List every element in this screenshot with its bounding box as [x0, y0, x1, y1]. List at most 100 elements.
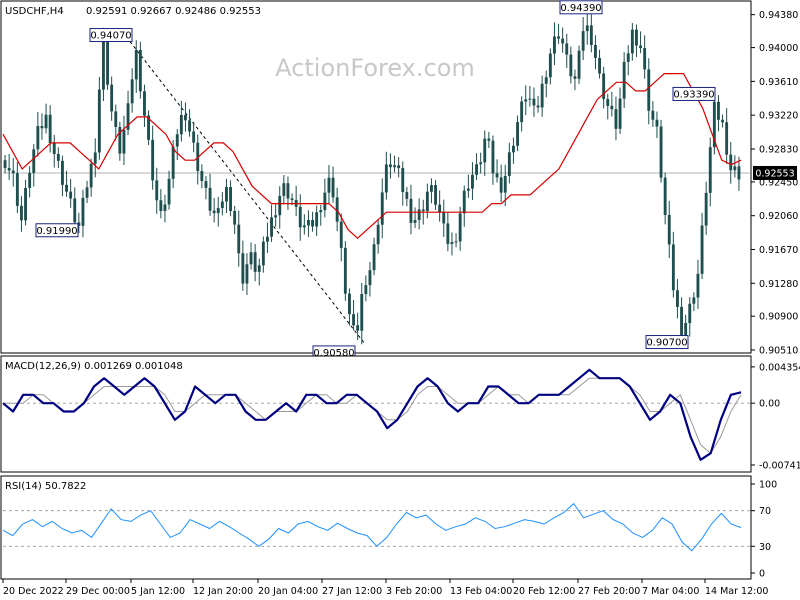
candle-body	[561, 38, 565, 44]
candle-body	[114, 111, 118, 127]
price-tick-label: 0.93610	[759, 77, 798, 88]
candle-body	[647, 69, 651, 111]
candle-body	[401, 168, 405, 193]
candle-body	[516, 122, 519, 146]
macd-tick-label: -0.007417	[759, 460, 800, 471]
time-tick-label: 20 Feb 12:00	[513, 586, 575, 597]
candle-body	[553, 36, 556, 54]
time-tick-label: 27 Jan 12:00	[322, 586, 382, 597]
candle-body	[171, 146, 175, 179]
price-tick-label: 0.90900	[759, 312, 798, 323]
candle-body	[302, 225, 306, 228]
candle-body	[630, 29, 634, 54]
rsi-axis: 100 70 30 0	[751, 480, 777, 580]
candle-body	[733, 166, 737, 171]
key-level-box	[645, 335, 689, 350]
candle-body	[434, 185, 437, 205]
candle-body	[540, 83, 544, 108]
candle-body	[159, 200, 163, 211]
candle-body	[61, 160, 64, 185]
candle-body	[233, 211, 237, 225]
candle-body	[81, 197, 85, 226]
time-tick-label: 13 Feb 04:00	[450, 586, 512, 597]
candle-body	[253, 252, 257, 272]
time-tick-label: 29 Dec 00:00	[66, 586, 130, 597]
candle-body	[11, 170, 15, 174]
price-candles	[3, 12, 741, 349]
price-tick-label: 0.91280	[759, 279, 798, 290]
macd-panel-frame	[0, 355, 752, 473]
trendline-segment	[129, 41, 366, 345]
candle-body	[680, 306, 683, 340]
candle-body	[454, 241, 458, 243]
rsi-tick-label: 70	[759, 506, 771, 517]
candle-body	[610, 105, 614, 110]
candle-body	[671, 244, 675, 291]
time-tick-label: 12 Jan 20:00	[193, 586, 253, 597]
candle-body	[307, 219, 310, 226]
time-tick-label: 5 Jan 12:00	[131, 586, 185, 597]
candle-body	[286, 183, 290, 199]
candle-body	[122, 129, 126, 154]
candle-body	[102, 38, 105, 90]
candle-body	[225, 187, 228, 202]
candle-body	[536, 105, 540, 108]
key-level-label: 0.94070	[90, 31, 131, 42]
candle-body	[635, 29, 638, 46]
key-level-label: 0.90700	[646, 338, 687, 349]
candle-body	[667, 214, 671, 245]
candle-body	[36, 126, 40, 150]
candle-body	[548, 53, 552, 78]
price-axis: 0.94380 0.94000 0.93610 0.93220 0.92830 0.924…	[751, 10, 798, 357]
candle-body	[475, 164, 478, 175]
candle-body	[532, 98, 536, 106]
rsi-tick-label: 100	[759, 480, 777, 491]
candle-body	[15, 173, 19, 206]
candle-body	[245, 264, 249, 284]
rsi-title: RSI(14) 50.7822	[5, 481, 86, 492]
candle-body	[721, 119, 724, 123]
candle-body	[594, 44, 597, 58]
candle-body	[249, 252, 253, 265]
candle-body	[106, 38, 109, 85]
candle-body	[499, 177, 503, 193]
candle-body	[725, 122, 729, 155]
trendline	[3, 41, 751, 345]
candle-body	[7, 168, 11, 171]
macd-tick-label: 0.004354	[759, 362, 800, 373]
candle-body	[425, 191, 429, 212]
candle-body	[298, 206, 302, 228]
macd-lines	[2, 368, 751, 461]
key-level-label: 0.93390	[673, 89, 714, 100]
candle-body	[278, 195, 282, 216]
candle-body	[3, 160, 7, 169]
candle-body	[626, 53, 630, 62]
candle-body	[130, 79, 134, 104]
candle-body	[639, 45, 642, 48]
candle-body	[97, 89, 101, 153]
candle-body	[704, 192, 708, 226]
candle-body	[708, 147, 712, 193]
key-level-label: 0.90580	[313, 348, 354, 359]
candle-body	[151, 139, 155, 181]
time-tick-label: 3 Feb 20:00	[386, 586, 442, 597]
price-tick-label: 0.94000	[759, 43, 798, 54]
candle-body	[684, 323, 688, 340]
rsi-line	[2, 502, 742, 552]
candle-body	[356, 325, 360, 331]
key-level-label: 0.94390	[560, 3, 601, 14]
candle-body	[544, 77, 548, 84]
price-panel-frame	[0, 0, 752, 354]
candle-body	[110, 84, 114, 112]
candle-body	[450, 242, 454, 244]
candle-body	[557, 36, 560, 39]
candle-body	[28, 172, 32, 188]
candle-body	[483, 138, 487, 163]
candle-body	[573, 76, 577, 79]
candle-body	[85, 187, 89, 198]
candle-body	[73, 198, 77, 223]
candle-body	[622, 61, 626, 99]
candle-body	[65, 184, 68, 192]
candle-body	[479, 162, 483, 165]
price-tick-label: 0.92060	[759, 211, 798, 222]
